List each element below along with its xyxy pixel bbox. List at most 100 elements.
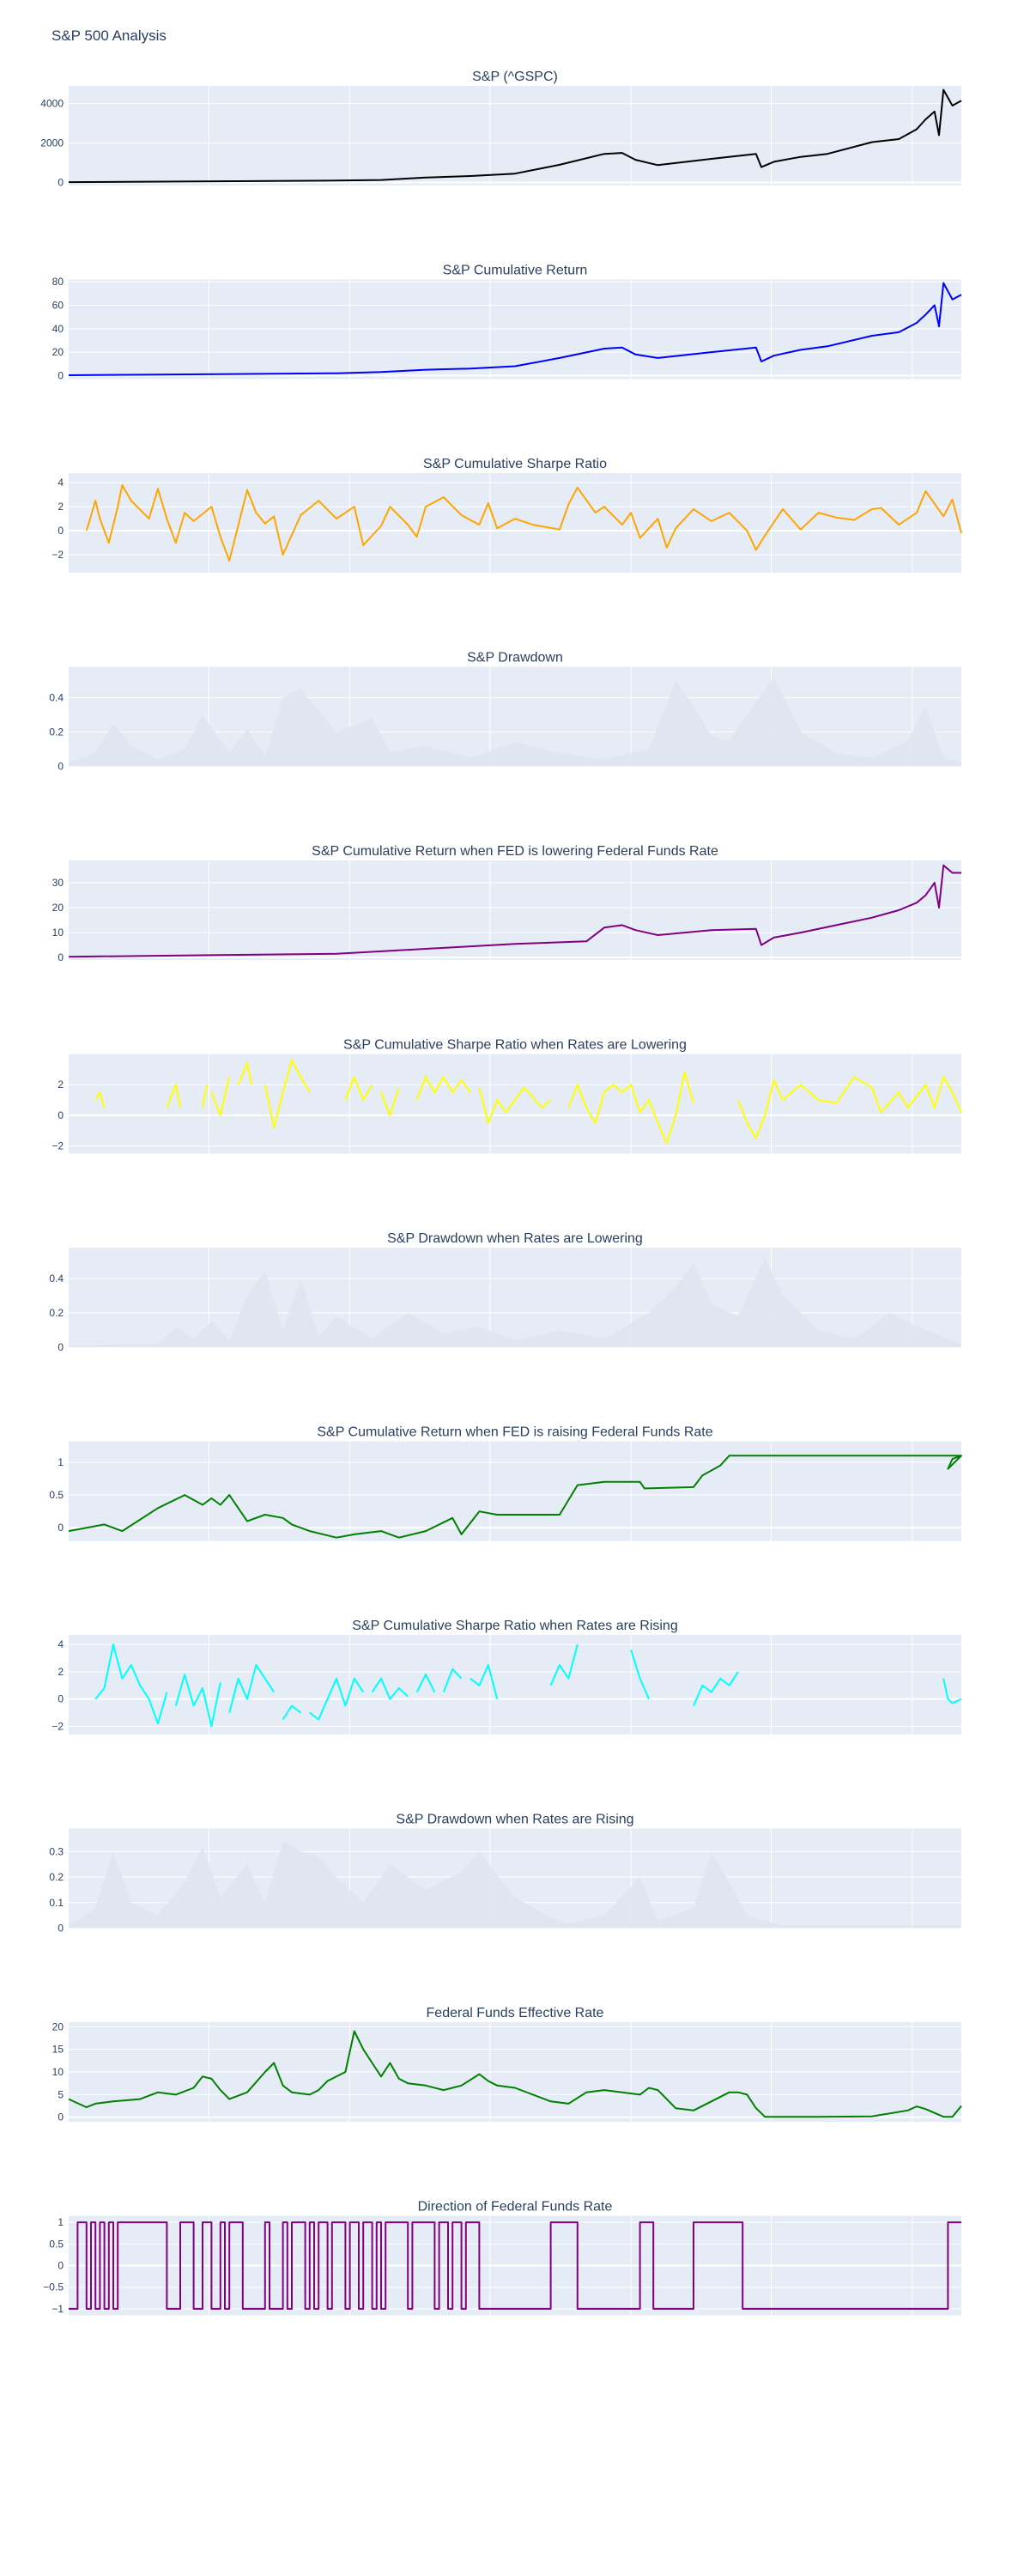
subplot-sp-cumret: 0 20 40 60 80 S&P Cumulative Return <box>52 264 962 381</box>
plot-area <box>69 1635 961 1735</box>
y-tick-label: 0 <box>58 1923 64 1935</box>
y-tick-label: 15 <box>52 2044 64 2056</box>
series-line <box>68 1455 962 1539</box>
y-tick-label: 0.4 <box>49 1273 64 1285</box>
plot-area <box>69 473 961 573</box>
series-line <box>282 1704 302 1721</box>
series-line <box>94 1643 168 1725</box>
subplot-title: S&P Cumulative Return <box>443 264 588 278</box>
series-line <box>68 88 962 184</box>
series-line <box>264 1059 311 1129</box>
series-line <box>344 1076 373 1101</box>
y-tick-label: 20 <box>52 902 64 914</box>
series-line <box>174 1674 221 1728</box>
drawdown-area <box>69 677 961 767</box>
y-tick-label: 4 <box>58 1638 64 1650</box>
y-tick-label: 0 <box>58 1522 64 1534</box>
series-line <box>94 1091 106 1109</box>
subplot-sp-cumret-lowering: 0 10 20 30 S&P Cumulative Return when FED is… <box>52 844 961 963</box>
series-line <box>567 1071 694 1144</box>
y-tick-label: 0 <box>58 369 64 381</box>
series-line <box>202 1084 209 1109</box>
series-line <box>68 864 961 958</box>
subplot-title: S&P Drawdown when Rates are Lowering <box>387 1231 643 1246</box>
series-line <box>228 1664 276 1713</box>
series-line <box>549 1643 579 1686</box>
series-line <box>478 1086 552 1124</box>
subplot-sp-sharpe-lowering: −2 0 2 S&P Cumulative Sharpe Ratio when Rat… <box>52 1038 962 1154</box>
y-tick-label: −0.5 <box>43 2281 64 2293</box>
y-tick-label: 0 <box>58 951 64 963</box>
subplot-sp-drawdown-raising: 0 0.1 0.2 0.3 S&P Drawdown when Rates are Ri… <box>49 1813 961 1935</box>
y-tick-label: 0.2 <box>49 726 64 738</box>
y-tick-label: 4 <box>58 477 64 489</box>
y-tick-label: 1 <box>58 2216 64 2228</box>
subplot-title: Direction of Federal Funds Rate <box>418 2200 613 2215</box>
y-tick-label: 0 <box>58 525 64 537</box>
y-tick-label: 5 <box>58 2088 64 2100</box>
y-tick-label: 10 <box>52 2066 64 2078</box>
series-line <box>68 2030 962 2118</box>
subplot-fed-direction: −1 −0.5 0 0.5 1 Direction of Federal Funds Ra… <box>43 2200 961 2316</box>
subplot-sp-sharpe-raising: −2 0 2 4 S&P Cumulative Sharpe Ratio when Ra… <box>52 1619 962 1735</box>
series-line <box>85 484 962 562</box>
y-tick-label: 20 <box>52 346 64 358</box>
y-tick-label: −2 <box>52 1140 64 1152</box>
plot-area <box>69 86 961 185</box>
drawdown-area <box>69 1258 961 1347</box>
subplot-sp-cumret-raising: 0 0.5 1 S&P Cumulative Return when FED is r… <box>49 1425 962 1541</box>
y-tick-label: 0 <box>58 2260 64 2272</box>
y-tick-label: 30 <box>52 877 64 889</box>
series-line <box>737 1076 962 1139</box>
series-line <box>69 2221 961 2310</box>
y-tick-label: 0.3 <box>49 1845 64 1857</box>
series-line <box>442 1668 463 1693</box>
y-tick-label: 20 <box>52 2020 64 2032</box>
drawdown-area <box>69 1841 961 1929</box>
y-tick-label: 0.5 <box>49 1489 64 1501</box>
series-line <box>237 1062 253 1085</box>
subplot-title: S&P Cumulative Return when FED is raisin… <box>317 1425 712 1440</box>
series-line <box>371 1677 409 1700</box>
y-tick-label: 2 <box>58 1666 64 1678</box>
y-tick-label: −2 <box>52 549 64 561</box>
plot-area <box>69 279 961 380</box>
series-line <box>380 1087 400 1116</box>
subplot-sp-price: 0 2000 4000 S&P (^GSPC) <box>40 70 962 189</box>
series-line <box>68 282 962 376</box>
y-tick-label: 0 <box>58 1109 64 1121</box>
series-line <box>415 1076 471 1101</box>
subplot-title: S&P Cumulative Sharpe Ratio when Rates a… <box>343 1038 687 1053</box>
y-tick-label: 0 <box>58 1693 64 1705</box>
series-line <box>942 1678 962 1704</box>
subplot-title: Federal Funds Effective Rate <box>427 2006 604 2020</box>
y-tick-label: 0 <box>58 1341 64 1353</box>
plot-area <box>69 1441 961 1541</box>
subplot-sp-drawdown: 0 0.2 0.4 S&P Drawdown <box>49 651 961 773</box>
subplot-title: S&P Cumulative Return when FED is loweri… <box>312 844 718 859</box>
series-line <box>210 1077 231 1116</box>
y-tick-label: 0.5 <box>49 2238 64 2250</box>
subplot-sp-drawdown-lowering: 0 0.2 0.4 S&P Drawdown when Rates are Lower… <box>49 1231 961 1353</box>
y-tick-label: 40 <box>52 323 64 335</box>
y-tick-label: 0.1 <box>49 1897 64 1909</box>
y-tick-label: 0.2 <box>49 1307 64 1319</box>
y-tick-label: 0.4 <box>49 692 64 704</box>
series-line <box>166 1084 181 1109</box>
series-line <box>309 1677 365 1721</box>
subplot-title: S&P (^GSPC) <box>472 70 558 84</box>
y-tick-label: −1 <box>52 2303 64 2315</box>
subplot-fed-funds-rate: 0 5 10 15 20 Federal Funds Effective Rate <box>52 2006 962 2123</box>
y-tick-label: −2 <box>52 1720 64 1732</box>
series-line <box>415 1674 436 1693</box>
page-title: S&P 500 Analysis <box>52 27 167 44</box>
y-tick-label: 0.2 <box>49 1871 64 1883</box>
y-tick-label: 2 <box>58 1078 64 1091</box>
subplot-title: S&P Drawdown when Rates are Rising <box>396 1813 633 1827</box>
plot-area <box>69 1054 961 1154</box>
subplot-title: S&P Cumulative Sharpe Ratio when Rates a… <box>352 1619 677 1633</box>
series-line <box>693 1671 739 1707</box>
subplot-sp-sharpe: −2 0 2 4 S&P Cumulative Sharpe Ratio <box>52 457 962 573</box>
